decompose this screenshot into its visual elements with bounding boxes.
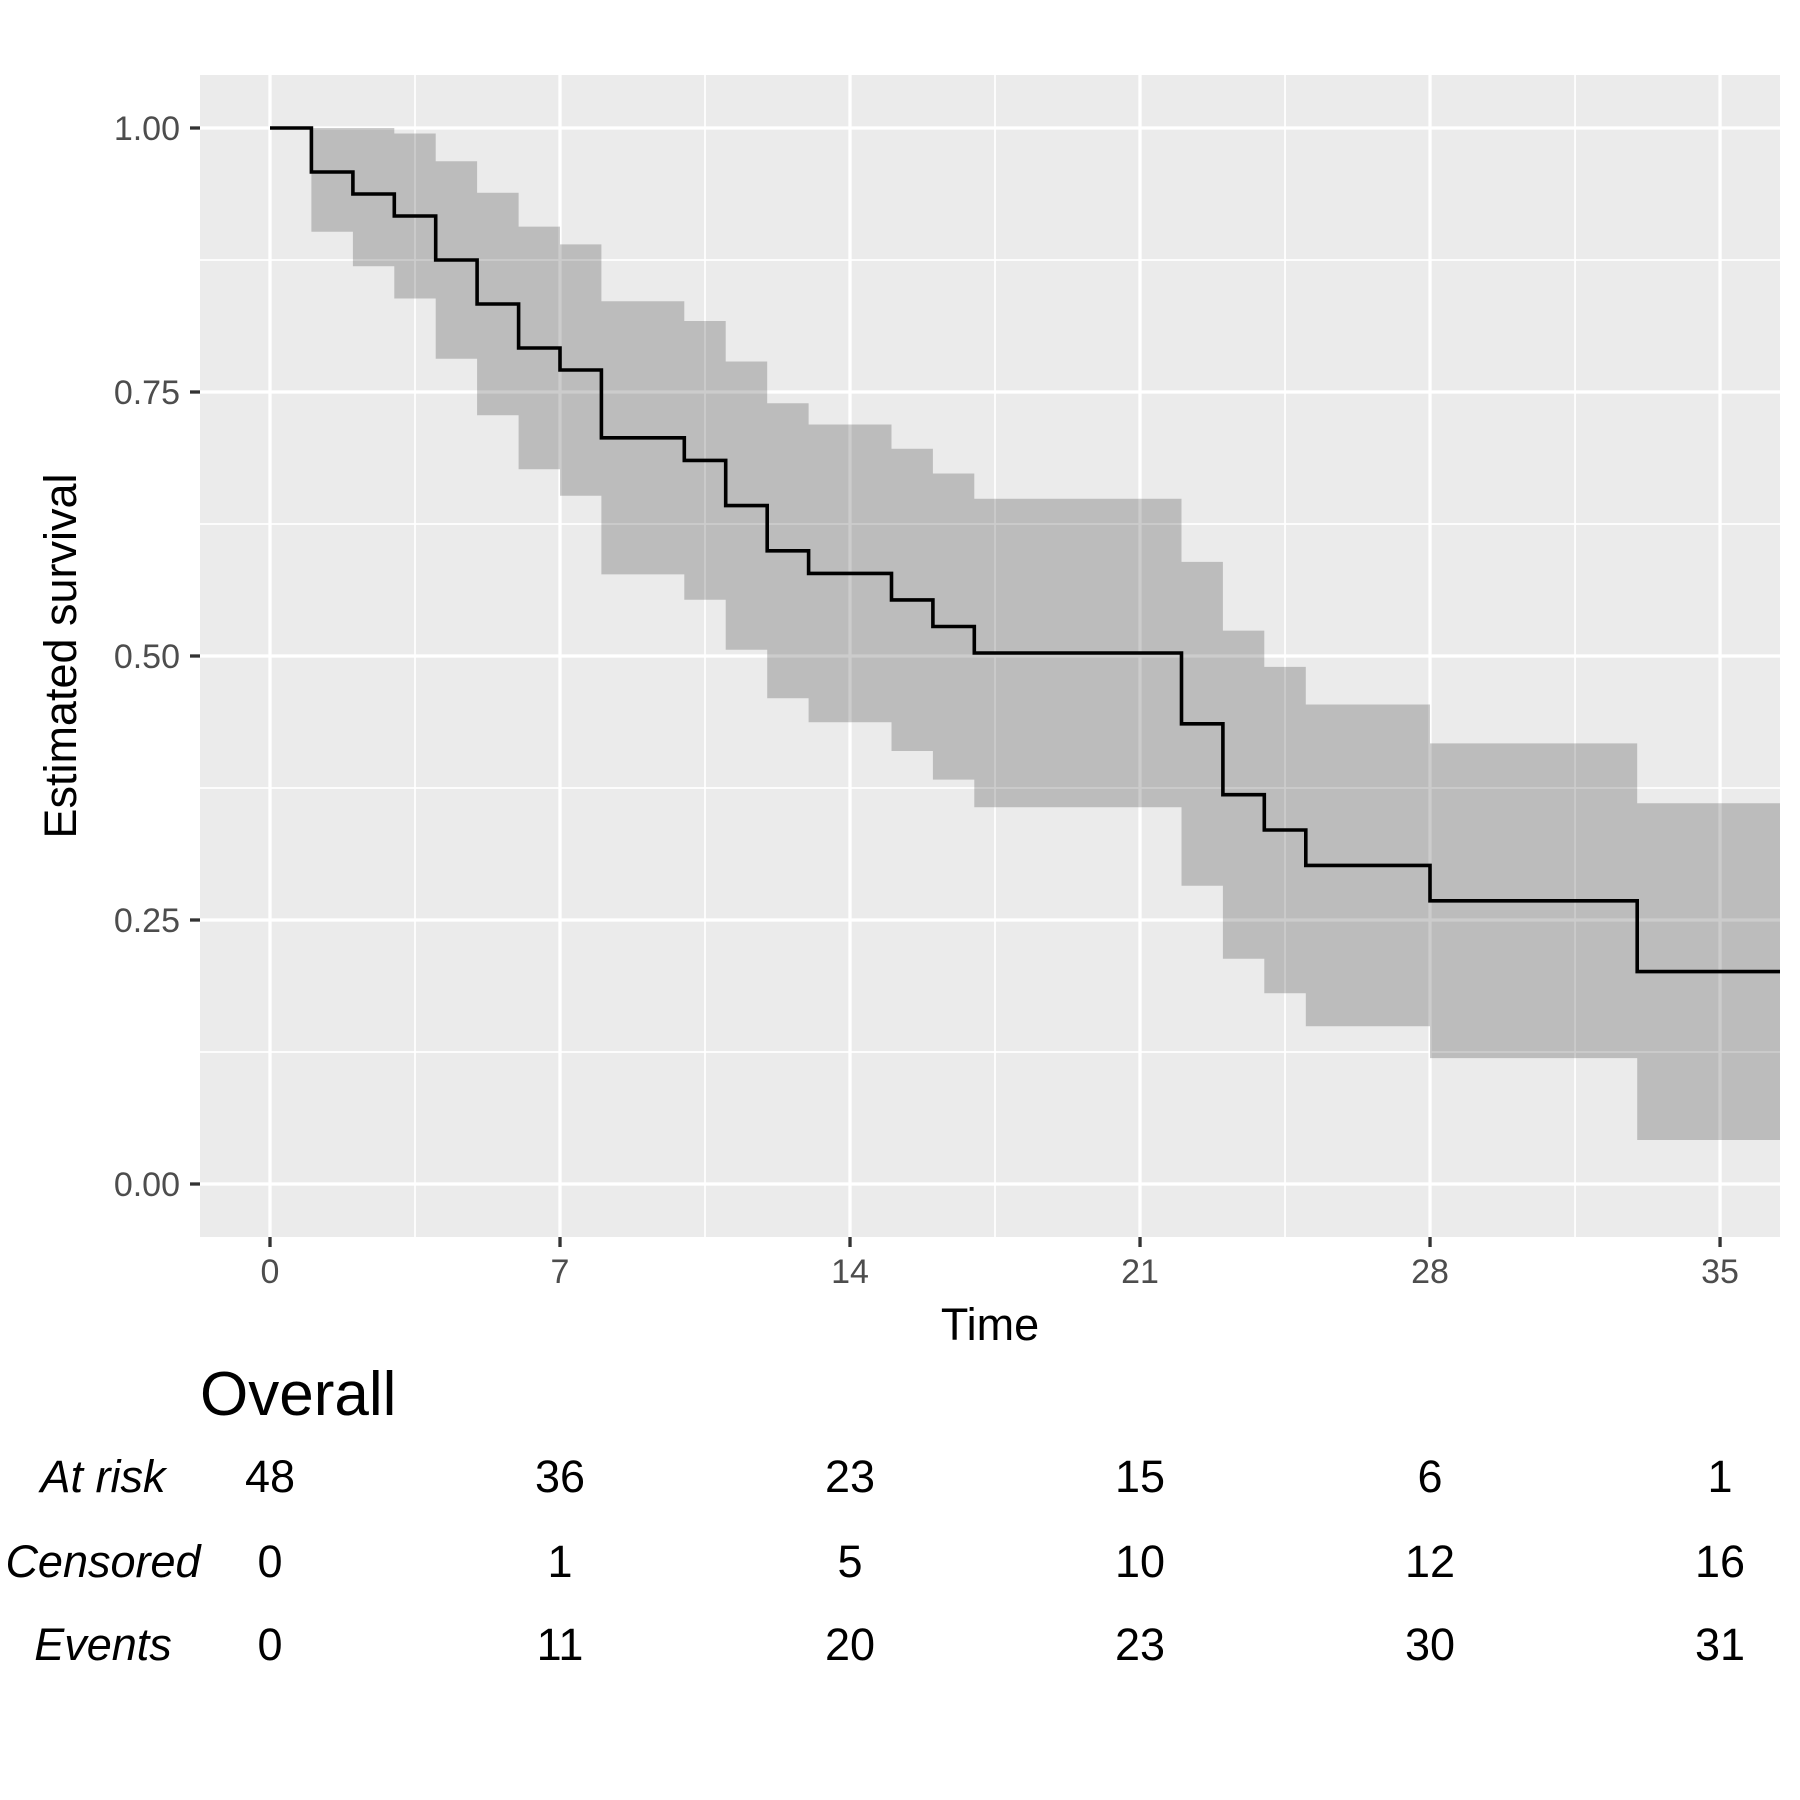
risk-table-row-label: Censored [5,1536,202,1587]
y-axis-title: Estimated survival [35,473,86,838]
y-tick-label: 0.50 [114,638,180,676]
risk-table-value: 1 [1708,1451,1733,1502]
risk-table-value: 16 [1695,1536,1745,1587]
risk-table-value: 20 [825,1619,875,1670]
risk-table-row-label: At risk [37,1451,168,1502]
y-tick-label: 0.00 [114,1166,180,1204]
risk-table-title: Overall [200,1360,396,1429]
confidence-interval-ribbon [311,128,1780,1140]
x-tick-label: 0 [261,1253,280,1291]
y-axis-tick-labels: 0.00 0.25 0.50 0.75 1.00 [114,110,180,1204]
x-tick-label: 14 [831,1253,869,1291]
risk-table-value: 23 [1115,1619,1165,1670]
y-tick-label: 1.00 [114,110,180,148]
risk-table-value: 0 [257,1536,282,1587]
risk-table-row-label: Events [34,1619,172,1670]
risk-table-value: 0 [257,1619,282,1670]
major-gridlines [200,75,1780,1237]
x-tick-label: 28 [1411,1253,1449,1291]
x-tick-label: 7 [551,1253,570,1291]
x-axis-title: Time [941,1299,1039,1350]
risk-table-row: Events 0 11 20 23 30 31 [34,1619,1745,1670]
risk-table-value: 1 [547,1536,572,1587]
risk-table-row: Censored 0 1 5 10 12 16 [5,1536,1745,1587]
risk-table-row: At risk 48 36 23 15 6 1 [37,1451,1732,1502]
risk-table-value: 10 [1115,1536,1165,1587]
risk-table-value: 5 [838,1536,863,1587]
y-tick-label: 0.25 [114,902,180,940]
x-tick-label: 21 [1121,1253,1159,1291]
risk-table-value: 36 [535,1451,585,1502]
risk-table-value: 23 [825,1451,875,1502]
risk-table-value: 48 [245,1451,295,1502]
risk-table-value: 11 [537,1619,584,1670]
risk-table-value: 15 [1115,1451,1165,1502]
risk-table-value: 31 [1695,1619,1745,1670]
risk-table-value: 12 [1405,1536,1455,1587]
risk-table-value: 6 [1418,1451,1443,1502]
x-tick-label: 35 [1701,1253,1739,1291]
axis-tick-marks [190,126,1722,1247]
survival-step-curve [270,126,1780,974]
y-tick-label: 0.75 [114,374,180,412]
risk-table-value: 30 [1405,1619,1455,1670]
x-axis-tick-labels: 0 7 14 21 28 35 [261,1253,1739,1291]
